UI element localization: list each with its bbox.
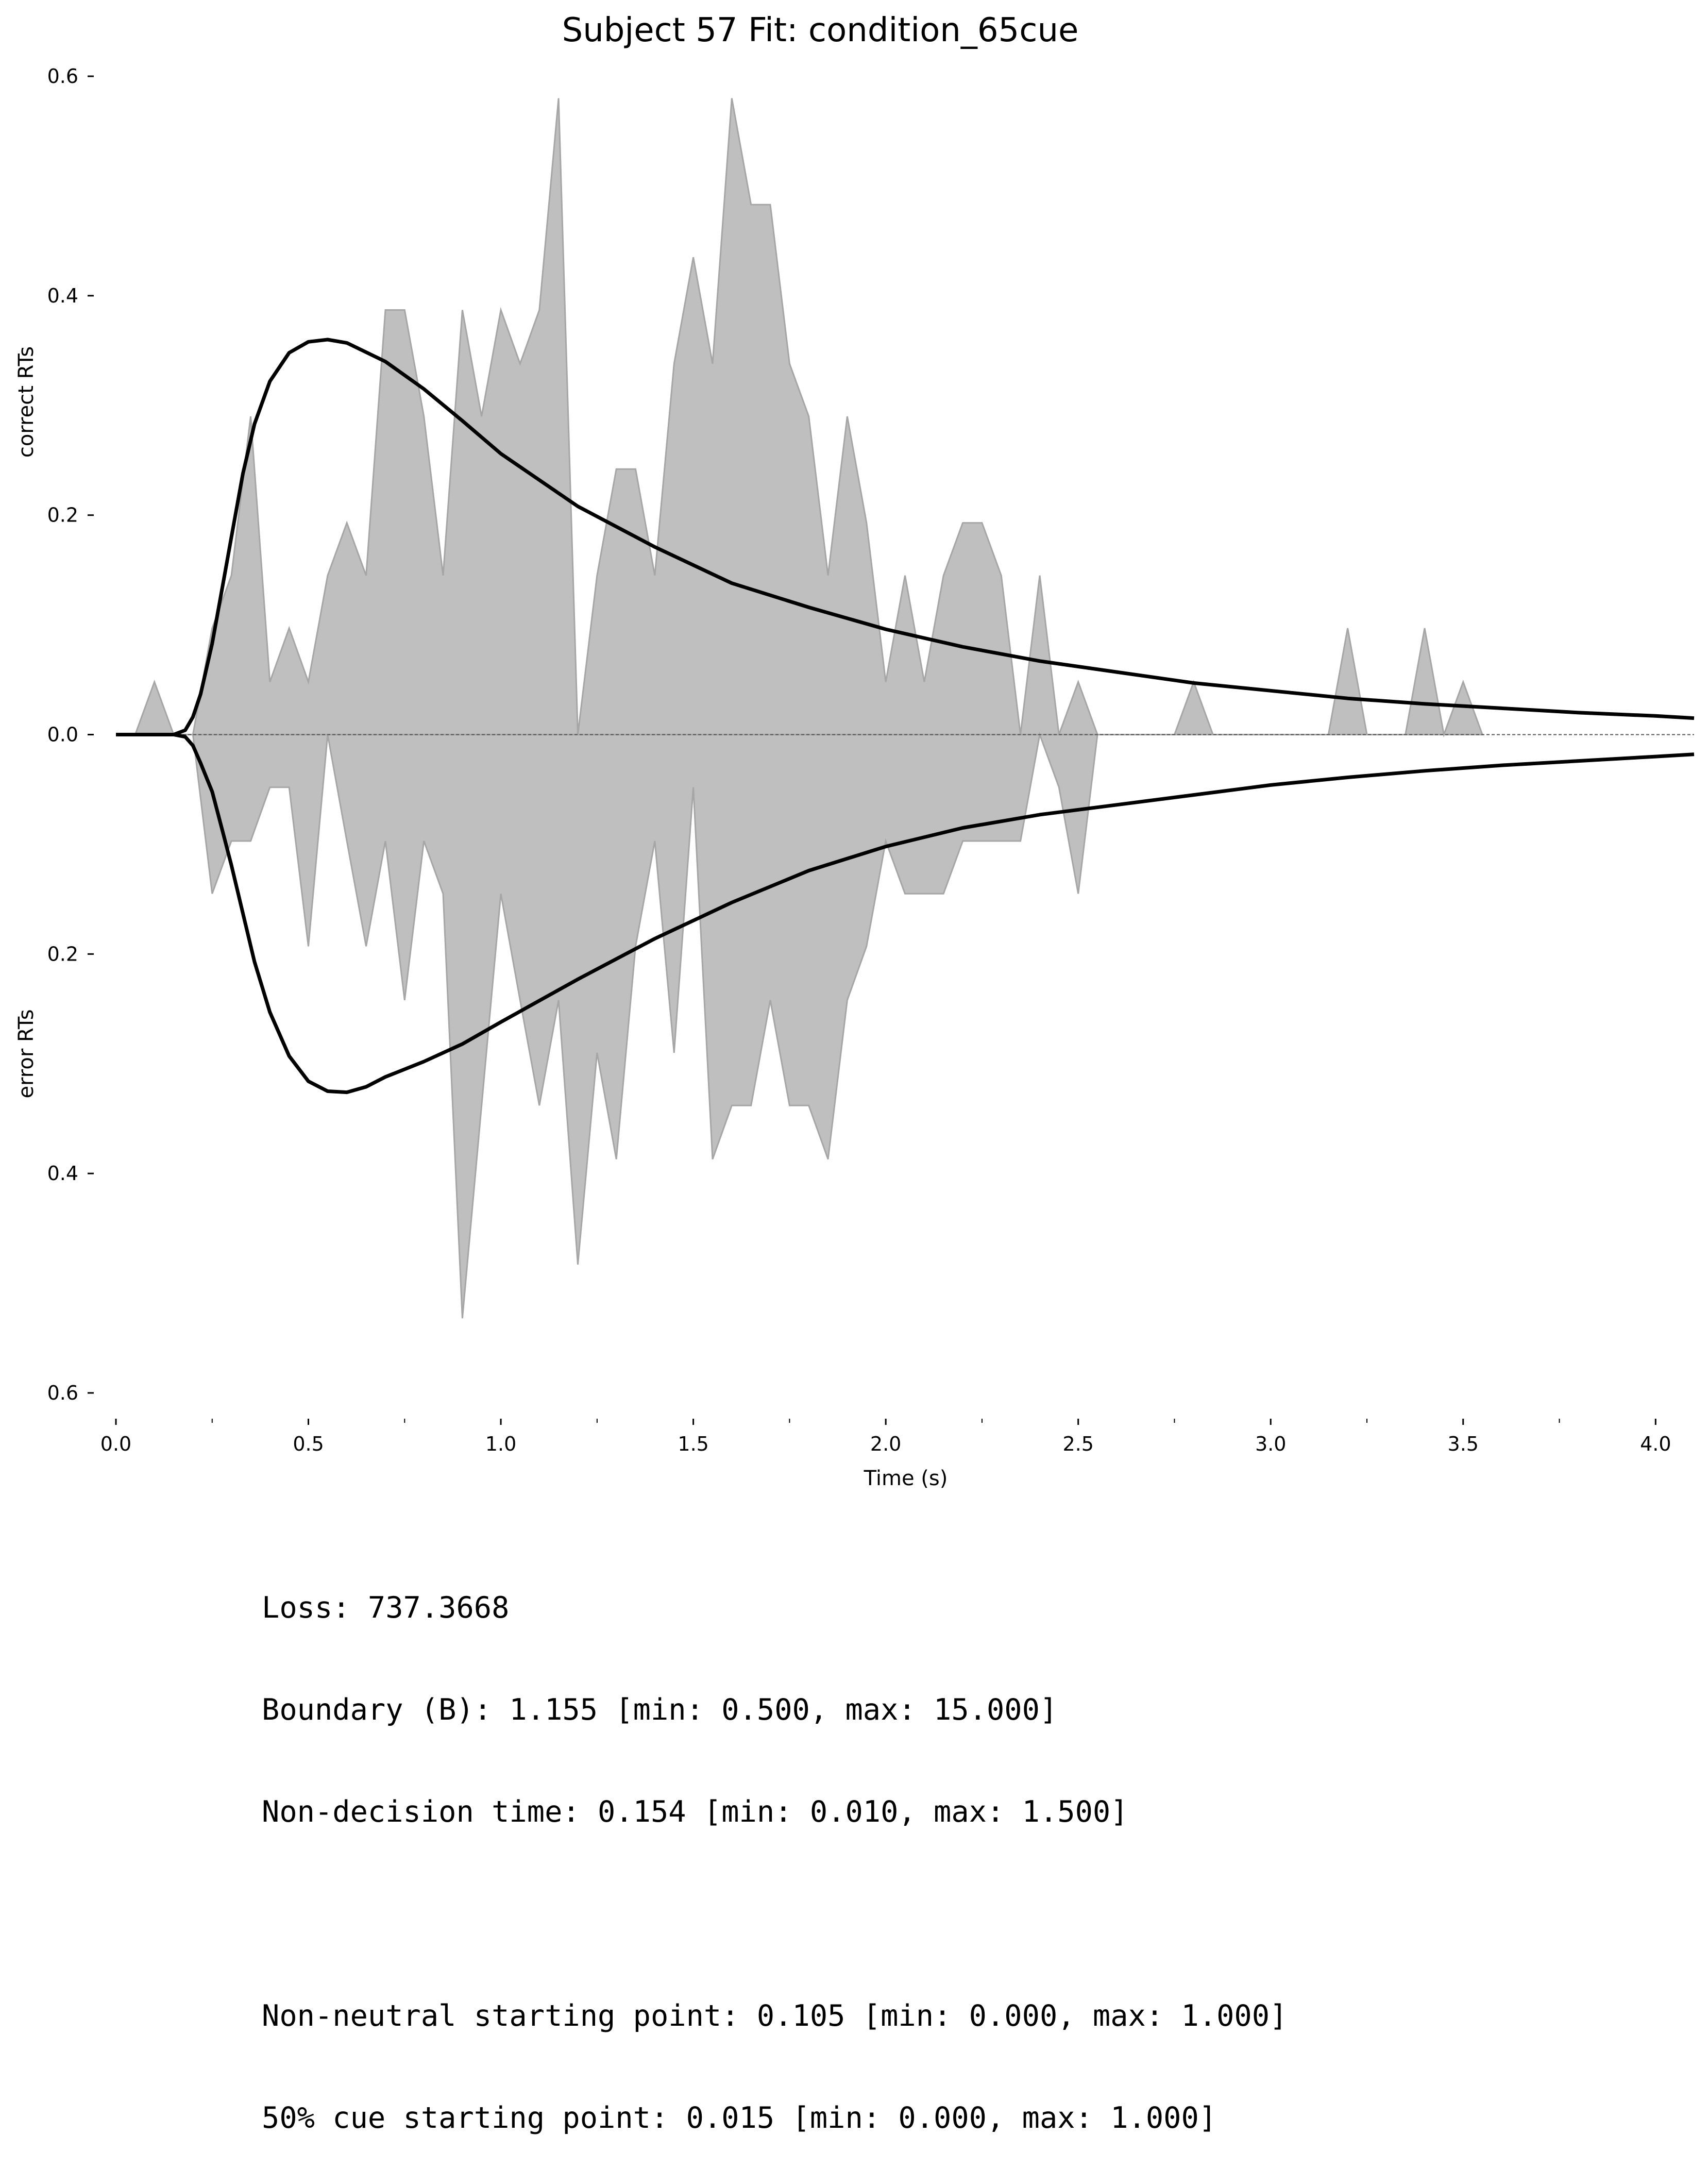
non-neutral-starting-point-line: Non-neutral starting point: 0.105 [min: … [262, 1999, 1288, 2033]
loss-line: Loss: 737.3668 [262, 1591, 510, 1625]
x-tick-label: 1.0 [485, 1433, 516, 1455]
model-curve-layer [116, 338, 1695, 1095]
y-tick-label: 0.4 [47, 284, 78, 307]
y-axis-label-correct: correct RTs [14, 346, 38, 458]
x-tick-label: 0.0 [100, 1433, 131, 1455]
correct-rt-histogram [116, 98, 1484, 738]
model-correct-curve [116, 338, 1695, 736]
y-axis: 0.6 0.4 0.2 0.0 0.2 0.4 0.6 [47, 65, 94, 1404]
histogram-layer [116, 98, 1484, 1319]
x-tick-label: 1.5 [678, 1433, 708, 1455]
x-axis: 0.0 0.5 1.0 1.5 2.0 2.5 3.0 3.5 4.0 [100, 1419, 1671, 1455]
fit-parameters-text: Loss: 737.3668 Boundary (B): 1.155 [min:… [262, 1523, 1287, 2169]
x-tick-label: 2.0 [870, 1433, 901, 1455]
y-tick-label: 0.2 [47, 943, 78, 965]
x-tick-label: 3.5 [1448, 1433, 1479, 1455]
x-tick-label: 4.0 [1640, 1433, 1671, 1455]
cue-starting-point-line: 50% cue starting point: 0.015 [min: 0.00… [262, 2101, 1217, 2135]
x-tick-label: 3.0 [1255, 1433, 1286, 1455]
model-error-curve [116, 733, 1695, 1095]
non-decision-time-line: Non-decision time: 0.154 [min: 0.010, ma… [262, 1795, 1128, 1829]
x-axis-label: Time (s) [864, 1467, 948, 1490]
rt-distribution-chart: Subject 57 Fit: condition_65cue 0.60.40.… [14, 11, 1695, 1490]
boundary-line: Boundary (B): 1.155 [min: 0.500, max: 15… [262, 1693, 1058, 1727]
y-tick-label: 0.2 [47, 504, 78, 527]
y-tick-label: 0.4 [47, 1162, 78, 1185]
blank-line [262, 1897, 1287, 1931]
y-tick-label: 0.6 [47, 1382, 78, 1404]
y-tick-label: 0.6 [47, 65, 78, 88]
y-axis-label-error: error RTs [14, 1009, 38, 1098]
error-rt-histogram [116, 731, 1117, 1319]
x-tick-label: 0.5 [293, 1433, 324, 1455]
x-tick-label: 2.5 [1062, 1433, 1093, 1455]
y-tick-label: 0.0 [47, 724, 78, 746]
chart-title: Subject 57 Fit: condition_65cue [562, 11, 1079, 49]
